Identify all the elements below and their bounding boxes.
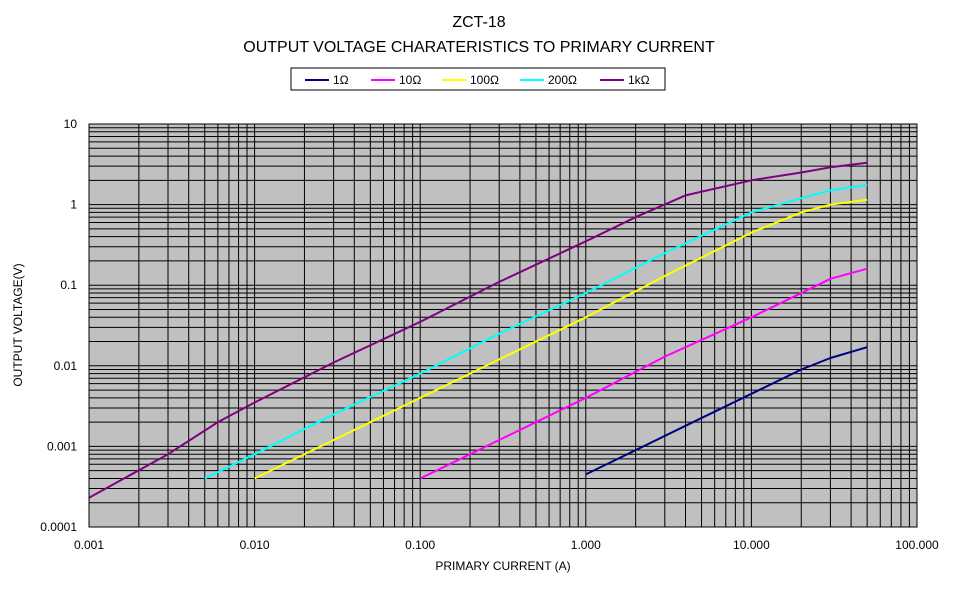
x-tick-label: 0.010 bbox=[240, 538, 270, 552]
chart-subtitle: OUTPUT VOLTAGE CHARATERISTICS TO PRIMARY… bbox=[243, 39, 715, 56]
y-tick-label: 10 bbox=[64, 117, 78, 131]
legend-entry: 1kΩ bbox=[628, 73, 650, 87]
y-axis-ticks: 10 1 0.1 0.01 0.001 0.0001 bbox=[40, 117, 77, 534]
plot-area bbox=[89, 124, 917, 527]
series-line bbox=[254, 198, 868, 480]
y-tick-label: 0.01 bbox=[54, 359, 78, 373]
x-tick-label: 0.100 bbox=[405, 538, 435, 552]
plot-border bbox=[88, 123, 918, 528]
x-axis-label: PRIMARY CURRENT (A) bbox=[435, 559, 570, 573]
legend-entry: 100Ω bbox=[470, 73, 499, 87]
series-line bbox=[419, 267, 868, 480]
chart-title: ZCT-18 bbox=[452, 14, 505, 31]
legend-entry: 1Ω bbox=[333, 73, 349, 87]
legend-box bbox=[290, 67, 666, 91]
x-tick-label: 0.001 bbox=[74, 538, 104, 552]
series-line bbox=[585, 346, 868, 476]
y-axis-label: OUTPUT VOLTAGE(V) bbox=[11, 263, 25, 386]
legend-entry: 10Ω bbox=[399, 73, 421, 87]
y-tick-label: 1 bbox=[70, 198, 77, 212]
series-group bbox=[88, 161, 868, 499]
x-tick-label: 1.000 bbox=[571, 538, 601, 552]
grid bbox=[88, 124, 917, 528]
x-tick-label: 10.000 bbox=[733, 538, 770, 552]
y-tick-label: 0.0001 bbox=[40, 520, 77, 534]
y-tick-label: 0.001 bbox=[47, 439, 77, 453]
series-line bbox=[88, 161, 868, 499]
x-axis-ticks: 0.001 0.010 0.100 1.000 10.000 100.000 bbox=[74, 538, 939, 552]
legend: 1Ω 10Ω 100Ω 200Ω 1kΩ bbox=[290, 67, 666, 91]
legend-entry: 200Ω bbox=[548, 73, 577, 87]
x-tick-label: 100.000 bbox=[895, 538, 939, 552]
series-line bbox=[204, 184, 868, 480]
y-tick-label: 0.1 bbox=[60, 278, 77, 292]
